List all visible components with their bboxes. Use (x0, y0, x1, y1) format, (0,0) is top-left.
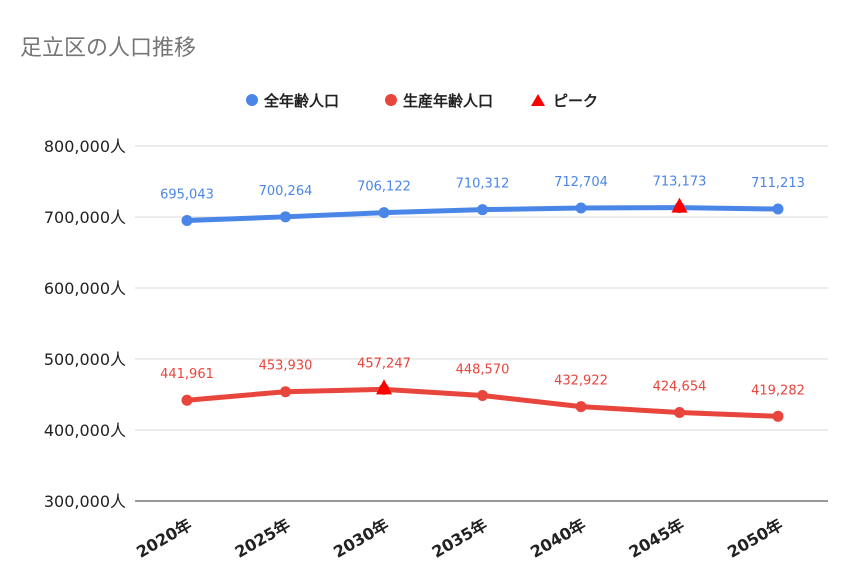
x-tick-label: 2035年 (429, 515, 491, 562)
y-tick-label: 800,000人 (44, 137, 126, 156)
legend-marker-peak (531, 94, 545, 106)
y-tick-label: 400,000人 (44, 421, 126, 440)
data-label: 453,930 (259, 359, 313, 374)
series-group: 695,043 700,264 706,122 710,312 712,704 713,1… (160, 175, 805, 422)
x-axis: 2020年 2025年 2030年 2035年 2040年 2045年 2050年 (133, 515, 786, 562)
chart-title: 足立区の人口推移 (20, 36, 196, 61)
legend: 全年齢人口 生産年齢人口 ピーク (246, 92, 598, 110)
y-tick-label: 700,000人 (44, 208, 126, 227)
x-tick-label: 2030年 (330, 515, 392, 562)
data-label: 700,264 (259, 184, 313, 199)
x-tick-label: 2040年 (527, 515, 589, 562)
data-point (477, 204, 488, 216)
y-axis: 800,000人 700,000人 600,000人 500,000人 400,000人… (44, 137, 126, 511)
data-label: 695,043 (160, 188, 214, 203)
y-tick-label: 300,000人 (44, 492, 126, 511)
y-tick-label: 500,000人 (44, 350, 126, 369)
data-label: 711,213 (751, 176, 805, 191)
legend-marker-all-ages (246, 94, 258, 106)
data-point (575, 202, 587, 214)
legend-marker-working-age (385, 94, 397, 106)
data-point (772, 410, 784, 422)
data-point (575, 401, 587, 413)
x-tick-label: 2050年 (724, 515, 786, 562)
data-label: 713,173 (653, 175, 707, 190)
peak-marker (671, 197, 688, 213)
x-tick-label: 2045年 (626, 515, 688, 562)
data-point (280, 211, 291, 223)
peak-marker (376, 379, 392, 395)
data-point (477, 390, 488, 402)
data-label: 419,282 (751, 383, 805, 398)
gridlines (135, 145, 828, 502)
data-label: 457,247 (357, 356, 411, 371)
data-label: 432,922 (554, 374, 608, 389)
data-label: 441,961 (160, 367, 214, 382)
data-point (181, 394, 193, 406)
data-point (181, 215, 193, 227)
data-point (772, 203, 784, 215)
y-tick-label: 600,000人 (44, 279, 126, 298)
data-label: 448,570 (456, 363, 510, 378)
x-tick-label: 2020年 (133, 515, 195, 562)
data-point (280, 386, 291, 398)
data-label: 424,654 (653, 379, 707, 394)
legend-label-peak: ピーク (553, 92, 598, 110)
data-label: 706,122 (357, 180, 411, 195)
data-label: 710,312 (456, 177, 510, 192)
legend-label-all-ages: 全年齢人口 (263, 92, 339, 110)
data-point (674, 406, 685, 418)
legend-label-working-age: 生産年齢人口 (403, 92, 493, 110)
data-label: 712,704 (554, 175, 608, 190)
data-point (378, 207, 390, 219)
x-tick-label: 2025年 (232, 515, 294, 562)
